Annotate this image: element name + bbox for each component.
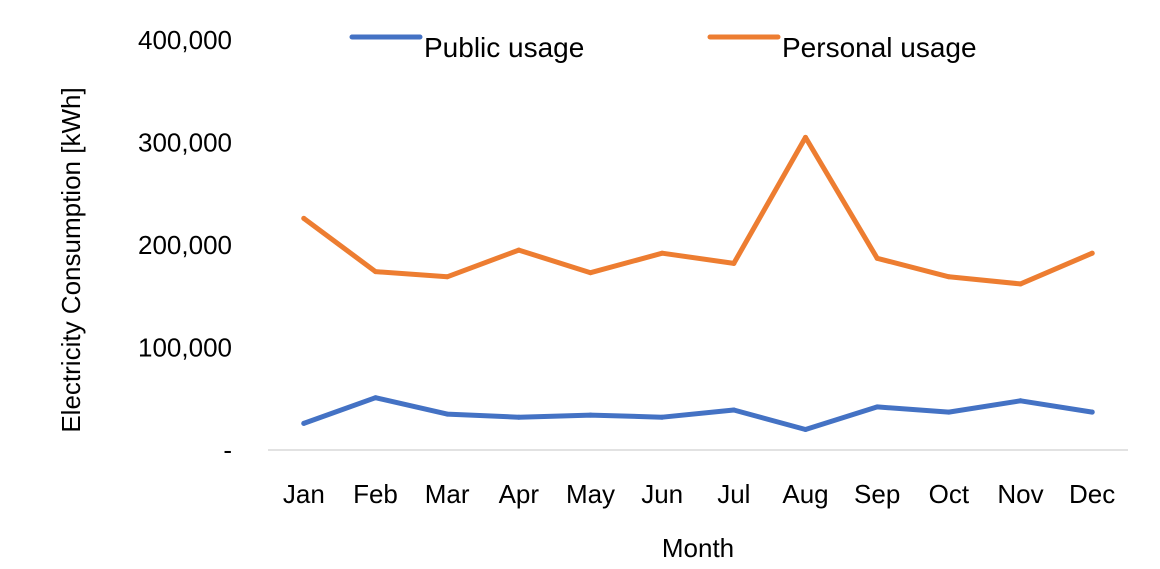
x-tick-label: Mar [425,479,470,509]
data-point [373,395,378,401]
series-lines [301,134,1095,432]
data-point [803,134,808,140]
data-point [516,247,522,253]
x-tick-label: Feb [353,479,398,509]
data-point [731,260,737,266]
x-tick-label: Nov [997,479,1043,509]
y-tick-label: 100,000 [138,333,232,363]
x-tick-label: Dec [1069,479,1115,509]
legend-label: Personal usage [782,32,977,63]
y-tick-label: 300,000 [138,128,232,158]
data-point [301,215,307,221]
x-tick-label: Sep [854,479,900,509]
data-point [444,274,450,280]
data-point [588,412,593,418]
y-tick-label: - [223,435,232,465]
data-point [1018,281,1023,287]
legend-label: Public usage [424,32,584,63]
data-point [659,250,665,256]
data-point [946,274,952,280]
x-axis-title: Month [662,533,734,563]
series-line-public-usage [301,395,1095,432]
data-point [373,269,378,275]
x-tick-label: Oct [929,479,970,509]
data-point [1089,409,1095,415]
y-axis-ticks: - 100,000 200,000 300,000 400,000 [138,25,232,465]
x-tick-label: Apr [499,479,540,509]
data-point [946,409,952,415]
x-tick-label: Jun [641,479,683,509]
legend: Public usage Personal usage [349,32,977,63]
data-point [588,270,593,276]
data-point [874,404,880,410]
series-line-personal-usage [301,134,1095,287]
data-point [516,414,522,420]
x-tick-label: Jan [283,479,325,509]
y-tick-label: 200,000 [138,230,232,260]
x-tick-label: May [566,479,615,509]
data-point [1018,398,1023,404]
data-point [301,420,307,426]
data-point [874,255,880,261]
x-tick-label: Jul [717,479,750,509]
data-point [1089,250,1095,256]
data-point [731,407,737,413]
x-tick-label: Aug [782,479,828,509]
y-tick-label: 400,000 [138,25,232,55]
data-point [444,411,450,417]
x-axis-ticks: Jan Feb Mar Apr May Jun Jul Aug Sep Oct Nov Dec [283,479,1115,509]
data-point [803,427,808,432]
y-axis-title: Electricity Consumption [kWh] [56,87,86,432]
data-point [659,414,665,420]
